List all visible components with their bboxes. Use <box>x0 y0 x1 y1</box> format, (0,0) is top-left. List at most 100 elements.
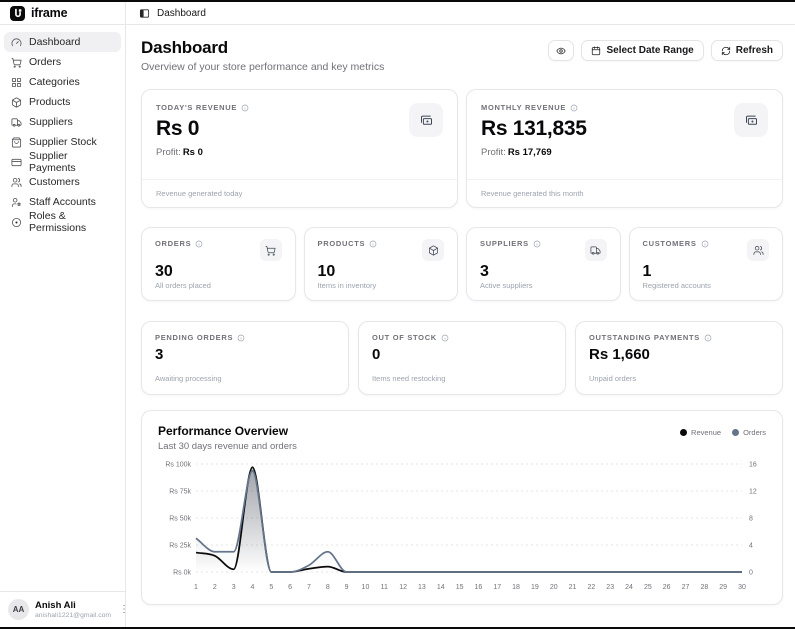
sidebar-item-label: Supplier Stock <box>29 136 97 148</box>
user-menu[interactable]: AA Anish Ali anishali1221@gmail.com ⋮ <box>0 591 129 627</box>
stat-card-today-revenue: TODAY'S REVENUE Rs 0 Profit: Rs 0 Revenue… <box>141 89 458 208</box>
sidebar-item-label: Dashboard <box>29 36 81 48</box>
user-star-icon <box>11 197 21 207</box>
stat-footer: Registered accounts <box>642 281 711 290</box>
bag-icon <box>11 137 22 147</box>
svg-text:8: 8 <box>749 516 753 523</box>
main-area: Dashboard Dashboard Overview of your sto… <box>126 2 795 627</box>
sidebar-item-supplier-payments[interactable]: Supplier Payments <box>4 150 121 174</box>
stat-footer: Unpaid orders <box>589 374 637 383</box>
svg-text:19: 19 <box>531 584 539 591</box>
sidebar-item-label: Orders <box>29 56 62 68</box>
sidebar-item-supplier-stock[interactable]: Supplier Stock <box>4 132 121 152</box>
svg-text:4: 4 <box>749 543 753 550</box>
stat-card-orders: ORDERS 30 All orders placed <box>141 227 296 301</box>
sidebar-item-orders[interactable]: Orders <box>4 52 121 72</box>
banknotes-icon <box>734 103 768 137</box>
svg-text:7: 7 <box>307 584 311 591</box>
calendar-icon <box>592 45 601 55</box>
sidebar-item-label: Products <box>29 96 71 108</box>
truck-icon <box>11 117 22 127</box>
users-icon <box>11 177 22 187</box>
chart-subtitle: Last 30 days revenue and orders <box>158 441 297 452</box>
visibility-toggle-button[interactable] <box>548 40 575 61</box>
sidebar: iframe Dashboard Orders Categories Produ… <box>0 2 129 627</box>
info-icon[interactable] <box>241 104 249 112</box>
stat-label: MONTHLY REVENUE <box>481 103 567 112</box>
eye-icon <box>556 47 567 54</box>
sidebar-item-roles-permissions[interactable]: Roles & Permissions <box>4 210 121 234</box>
svg-text:Rs 50k: Rs 50k <box>169 516 191 523</box>
refresh-button[interactable]: Refresh <box>710 40 783 61</box>
svg-text:14: 14 <box>437 584 445 591</box>
svg-text:12: 12 <box>749 489 757 496</box>
svg-text:5: 5 <box>269 584 273 591</box>
topbar: Dashboard <box>126 2 795 25</box>
info-icon[interactable] <box>237 334 245 342</box>
sidebar-item-label: Customers <box>29 176 80 188</box>
svg-text:29: 29 <box>719 584 727 591</box>
svg-text:15: 15 <box>456 584 464 591</box>
sidebar-item-categories[interactable]: Categories <box>4 72 121 92</box>
info-icon[interactable] <box>570 104 578 112</box>
info-icon[interactable] <box>369 240 377 248</box>
svg-text:13: 13 <box>418 584 426 591</box>
legend-item-revenue[interactable]: Revenue <box>680 428 721 437</box>
page-title: Dashboard <box>141 38 228 57</box>
stat-footer: All orders placed <box>155 281 211 290</box>
sidebar-item-suppliers[interactable]: Suppliers <box>4 112 121 132</box>
svg-text:0: 0 <box>749 570 753 577</box>
sidebar-item-label: Categories <box>29 76 80 88</box>
stat-value: 30 <box>155 263 173 280</box>
info-icon[interactable] <box>441 334 449 342</box>
page-subtitle: Overview of your store performance and k… <box>141 61 385 73</box>
select-date-range-button[interactable]: Select Date Range <box>581 40 704 61</box>
info-icon[interactable] <box>704 334 712 342</box>
user-name: Anish Ali <box>35 599 76 611</box>
stat-card-monthly-revenue: MONTHLY REVENUE Rs 131,835 Profit: Rs 17,… <box>466 89 783 208</box>
sidebar-nav: Dashboard Orders Categories Products Sup… <box>0 25 125 239</box>
stat-footer: Revenue generated this month <box>467 179 782 207</box>
stat-value: Rs 0 <box>156 117 200 140</box>
profit-row: Profit: Rs 0 <box>156 147 203 158</box>
stat-value: 0 <box>372 346 381 363</box>
cart-icon <box>11 57 22 68</box>
sidebar-item-label: Roles & Permissions <box>29 210 87 234</box>
stat-value: 1 <box>642 263 652 280</box>
brand-header[interactable]: iframe <box>0 2 125 25</box>
profit-row: Profit: Rs 17,769 <box>481 147 552 158</box>
sidebar-item-label: Staff Accounts <box>29 196 96 208</box>
info-icon[interactable] <box>195 240 203 248</box>
info-icon[interactable] <box>533 240 541 248</box>
chart-title: Performance Overview <box>158 424 289 438</box>
svg-text:18: 18 <box>512 584 520 591</box>
svg-text:10: 10 <box>362 584 370 591</box>
stat-footer: Items in inventory <box>317 281 377 290</box>
truck-icon <box>584 239 607 261</box>
kebab-menu-icon[interactable]: ⋮ <box>119 603 130 615</box>
sidebar-item-dashboard[interactable]: Dashboard <box>4 32 121 52</box>
svg-text:27: 27 <box>682 584 690 591</box>
circle-dot-icon <box>11 217 22 227</box>
info-icon[interactable] <box>701 240 709 248</box>
svg-text:22: 22 <box>587 584 595 591</box>
svg-text:24: 24 <box>625 584 633 591</box>
stat-footer: Items need restocking <box>372 374 446 383</box>
stat-value: 3 <box>480 263 489 280</box>
legend-item-orders[interactable]: Orders <box>732 428 766 437</box>
breadcrumb: Dashboard <box>157 7 206 19</box>
svg-text:Rs 100k: Rs 100k <box>165 462 191 469</box>
stat-card-pending-orders: PENDING ORDERS 3 Awaiting processing <box>141 321 349 395</box>
panel-left-icon[interactable] <box>139 8 150 19</box>
sidebar-item-customers[interactable]: Customers <box>4 172 121 192</box>
chart-legend: Revenue Orders <box>680 428 766 437</box>
credit-card-icon <box>11 158 22 166</box>
svg-text:17: 17 <box>493 584 501 591</box>
svg-text:2: 2 <box>213 584 217 591</box>
svg-text:Rs 75k: Rs 75k <box>169 489 191 496</box>
sidebar-item-label: Suppliers <box>29 116 73 128</box>
sidebar-item-staff-accounts[interactable]: Staff Accounts <box>4 192 121 212</box>
svg-text:4: 4 <box>251 584 255 591</box>
sidebar-item-products[interactable]: Products <box>4 92 121 112</box>
